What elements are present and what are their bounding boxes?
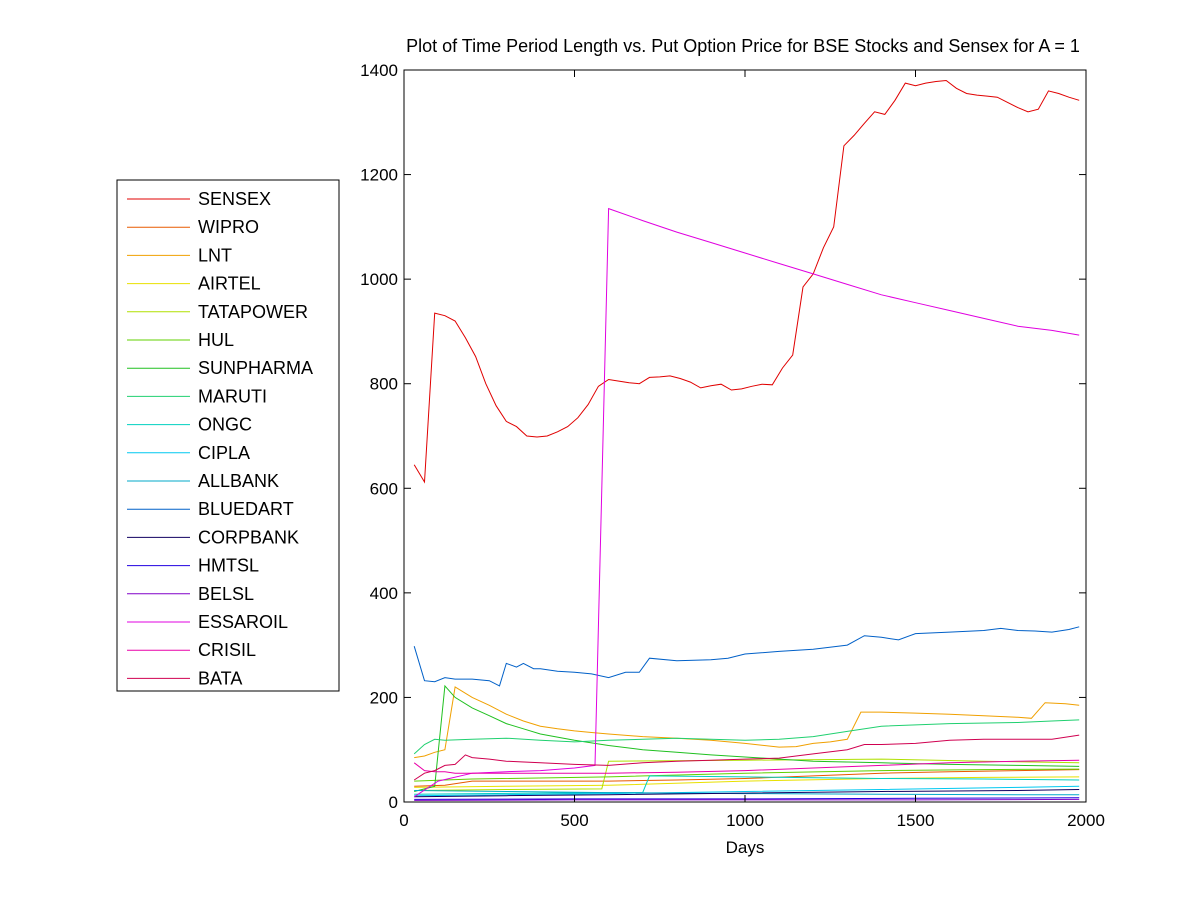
y-tick-label: 600 bbox=[370, 479, 398, 498]
legend-box bbox=[116, 179, 340, 692]
legend-label-essaroil: ESSAROIL bbox=[198, 612, 288, 632]
series-line-sunpharma bbox=[414, 684, 1080, 792]
legend-label-maruti: MARUTI bbox=[198, 386, 267, 406]
chart-title: Plot of Time Period Length vs. Put Optio… bbox=[406, 36, 1080, 56]
y-tick-label: 400 bbox=[370, 584, 398, 603]
x-tick-label: 0 bbox=[399, 811, 408, 830]
x-tick-label: 1500 bbox=[897, 811, 935, 830]
legend-label-wipro: WIPRO bbox=[198, 217, 259, 237]
series-line-ongc bbox=[414, 775, 1080, 795]
y-tick-label: 200 bbox=[370, 688, 398, 707]
series-line-cipla bbox=[414, 785, 1080, 797]
legend-label-ongc: ONGC bbox=[198, 415, 252, 435]
y-tick-label: 800 bbox=[370, 375, 398, 394]
legend-label-hul: HUL bbox=[198, 330, 234, 350]
legend-label-lnt: LNT bbox=[198, 245, 232, 265]
legend-label-belsl: BELSL bbox=[198, 584, 254, 604]
legend: SENSEX WIPRO LNT AIRTEL TATAPOWER HUL SUNPHARM… bbox=[116, 179, 340, 692]
series-line-hmtsl bbox=[414, 797, 1080, 800]
series-line-corpbank bbox=[414, 789, 1080, 798]
legend-items: SENSEX WIPRO LNT AIRTEL TATAPOWER HUL SUNPHARM… bbox=[127, 189, 313, 688]
series-line-lnt bbox=[414, 686, 1080, 759]
legend-label-bluedart: BLUEDART bbox=[198, 499, 294, 519]
series-line-hul bbox=[414, 768, 1080, 782]
y-tick-label: 0 bbox=[389, 793, 398, 812]
series-group bbox=[413, 79, 1080, 801]
series-line-wipro bbox=[414, 769, 1080, 787]
series-line-airtel bbox=[414, 776, 1080, 788]
x-tick-label: 2000 bbox=[1067, 811, 1105, 830]
legend-label-tatapower: TATAPOWER bbox=[198, 302, 308, 322]
legend-label-crisil: CRISIL bbox=[198, 640, 256, 660]
legend-label-airtel: AIRTEL bbox=[198, 274, 261, 294]
series-line-crisil bbox=[413, 759, 1080, 774]
y-tick-label: 1400 bbox=[360, 61, 398, 80]
legend-label-cipla: CIPLA bbox=[198, 443, 250, 463]
legend-label-sensex: SENSEX bbox=[198, 189, 271, 209]
legend-label-sunpharma: SUNPHARMA bbox=[198, 358, 313, 378]
series-line-essaroil bbox=[413, 207, 1080, 798]
legend-label-bata: BATA bbox=[198, 668, 242, 688]
ticks-group: 0 500 1000 1500 2000 0 200 400 600 800 1000 1200 140… bbox=[360, 61, 1105, 830]
x-axis-label: Days bbox=[726, 838, 765, 857]
legend-label-hmtsl: HMTSL bbox=[198, 556, 259, 576]
plot-frame bbox=[403, 69, 1087, 803]
legend-label-corpbank: CORPBANK bbox=[198, 527, 299, 547]
series-line-bata bbox=[413, 734, 1080, 781]
series-line-sensex bbox=[413, 79, 1080, 484]
legend-label-allbank: ALLBANK bbox=[198, 471, 279, 491]
series-line-bluedart bbox=[413, 626, 1080, 687]
y-tick-label: 1200 bbox=[360, 166, 398, 185]
x-tick-label: 1000 bbox=[726, 811, 764, 830]
series-line-maruti bbox=[413, 719, 1080, 755]
y-tick-label: 1000 bbox=[360, 270, 398, 289]
x-tick-label: 500 bbox=[560, 811, 588, 830]
